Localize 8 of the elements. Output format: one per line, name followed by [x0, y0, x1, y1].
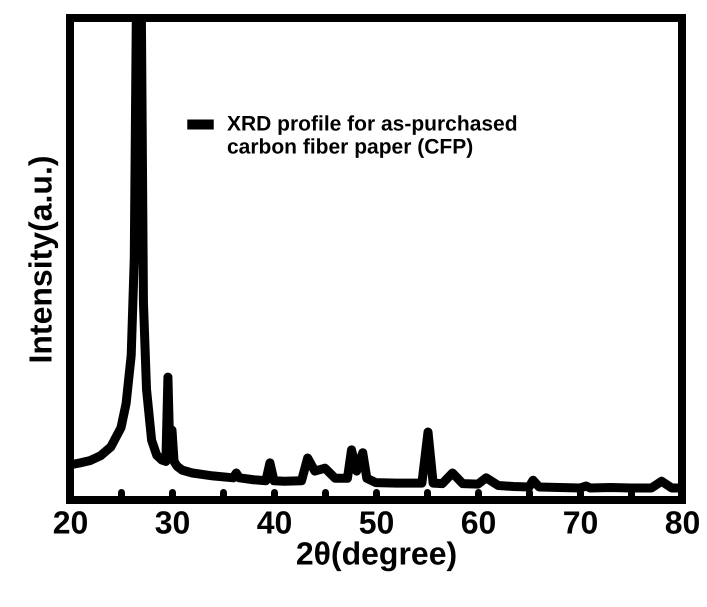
x-tick-label: 60	[460, 504, 496, 540]
y-axis-title: Intensity(a.u.)	[22, 155, 58, 364]
x-tick-label: 20	[52, 504, 88, 540]
x-tick-label: 70	[562, 504, 598, 540]
x-tick-label: 30	[154, 504, 190, 540]
x-tick-label: 80	[664, 504, 700, 540]
legend-label: XRD profile for as-purchased carbon fiber paper (CFP)	[227, 112, 518, 158]
x-tick-label: 40	[256, 504, 292, 540]
